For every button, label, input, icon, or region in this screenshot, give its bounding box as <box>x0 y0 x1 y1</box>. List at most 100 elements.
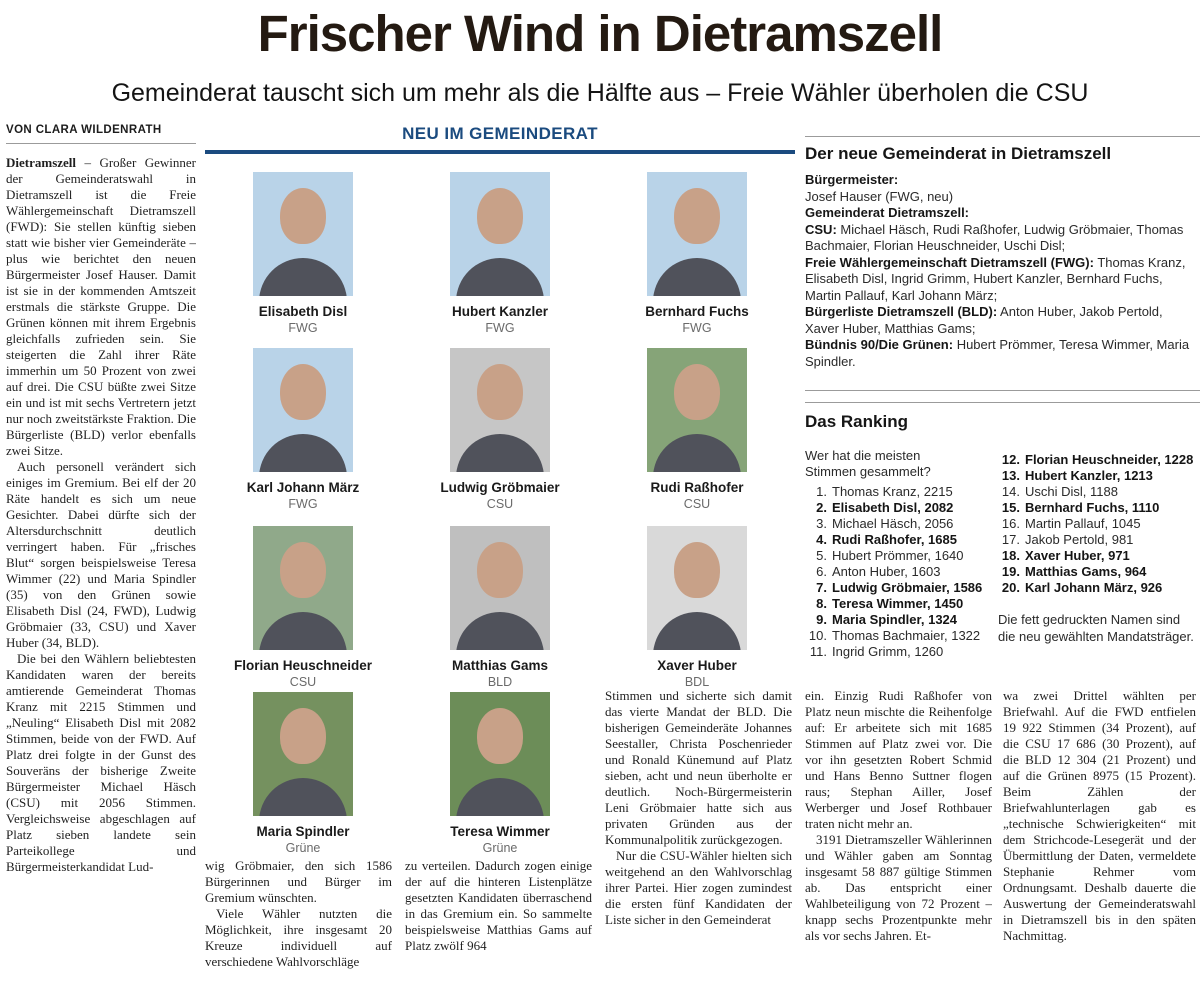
portrait-photo <box>253 526 353 650</box>
person-name: Matthias Gams <box>451 658 549 673</box>
ranking-item: 17. Jakob Pertold, 981 <box>998 532 1200 548</box>
ranking-item: 7. Ludwig Gröbmaier, 1586 <box>805 580 997 596</box>
ranking-item: 18. Xaver Huber, 971 <box>998 548 1200 564</box>
ranking-item: 15. Bernhard Fuchs, 1110 <box>998 500 1200 516</box>
infobox-entry: Bündnis 90/Die Grünen: Hubert Prömmer, T… <box>805 337 1200 370</box>
rank-number: 5. <box>816 548 827 563</box>
portrait-photo <box>253 692 353 816</box>
person-name: Ludwig Gröbmaier <box>440 480 560 495</box>
infobox-entry-text: Anton Huber, Jakob Pertold, Xaver Huber,… <box>805 304 1163 336</box>
ranking-item: 20. Karl Johann März, 926 <box>998 580 1200 596</box>
rank-number: 17. <box>1001 532 1020 547</box>
ranking-item: 8. Teresa Wimmer, 1450 <box>805 596 997 612</box>
article-column-4: Stimmen und sicherte sich damit das vier… <box>605 688 792 988</box>
rank-number: 1. <box>816 484 827 499</box>
rank-label: Xaver Huber, 971 <box>1025 548 1130 563</box>
rank-number: 11. <box>809 644 827 659</box>
person-card: Rudi Raßhofer CSU <box>617 348 777 512</box>
person-party: Grüne <box>482 841 518 855</box>
infobox-entry-label: Bündnis 90/Die Grünen: <box>805 337 954 352</box>
person-card: Teresa Wimmer Grüne <box>420 692 580 856</box>
rank-label: Anton Huber, 1603 <box>832 564 941 579</box>
rank-label: Michael Häsch, 2056 <box>832 516 954 531</box>
rank-label: Uschi Disl, 1188 <box>1025 484 1118 499</box>
ranking-item: 2. Elisabeth Disl, 2082 <box>805 500 997 516</box>
person-name: Elisabeth Disl <box>258 304 348 319</box>
portrait-photo <box>647 348 747 472</box>
article-paragraph: Viele Wähler nutzten die Möglichkeit, ih… <box>205 906 392 969</box>
ranking-item: 19. Matthias Gams, 964 <box>998 564 1200 580</box>
person-card: Florian Heuschneider CSU <box>223 526 383 690</box>
person-name: Rudi Raßhofer <box>650 480 744 495</box>
rank-number: 12. <box>1001 452 1020 467</box>
portrait-photo <box>450 526 550 650</box>
ranking-item: 11. Ingrid Grimm, 1260 <box>805 644 997 660</box>
article-paragraph: ein. Einzig Rudi Raßhofer von Platz neun… <box>805 688 992 831</box>
portrait-photo <box>450 348 550 472</box>
byline-rule <box>6 143 196 144</box>
photo-section-title: NEU IM GEMEINDERAT <box>402 124 598 143</box>
infobox-entry-text: Josef Hauser (FWG, neu) <box>805 188 954 204</box>
ranking-item: 9. Maria Spindler, 1324 <box>805 612 997 628</box>
rank-label: Maria Spindler, 1324 <box>832 612 958 627</box>
byline: VON CLARA WILDENRATH <box>6 124 162 136</box>
ranking-item: 3. Michael Häsch, 2056 <box>805 516 997 532</box>
article-column-2: wig Gröbmaier, den sich 1586 Bürgerinnen… <box>205 858 392 988</box>
rank-label: Karl Johann März, 926 <box>1025 580 1163 595</box>
person-card: Karl Johann März FWG <box>223 348 383 512</box>
ranking-list-left: 1. Thomas Kranz, 2215 2. Elisabeth Disl, 2… <box>805 484 997 660</box>
infobox-title: Der neue Gemeinderat in Dietramszell <box>805 144 1112 163</box>
rank-label: Jakob Pertold, 981 <box>1025 532 1134 547</box>
ranking-item: 14. Uschi Disl, 1188 <box>998 484 1200 500</box>
person-card: Hubert Kanzler FWG <box>420 172 580 336</box>
dateline: Dietramszell <box>6 155 77 170</box>
ranking-item: 16. Martin Pallauf, 1045 <box>998 516 1200 532</box>
rank-label: Teresa Wimmer, 1450 <box>832 596 964 611</box>
rank-number: 9. <box>816 612 827 627</box>
rank-number: 18. <box>1001 548 1020 563</box>
article-column-1: Dietramszell – Großer Gewinner der Gemei… <box>6 155 196 987</box>
ranking-item: 10. Thomas Bachmaier, 1322 <box>805 628 997 644</box>
paragraph-text: – Großer Gewinner der Gemeinderatswahl i… <box>6 155 196 458</box>
article-paragraph: Dietramszell – Großer Gewinner der Gemei… <box>6 155 196 459</box>
article-column-3: zu verteilen. Dadurch zogen einige der a… <box>405 858 592 988</box>
person-card: Ludwig Gröbmaier CSU <box>420 348 580 512</box>
ranking-item: 1. Thomas Kranz, 2215 <box>805 484 997 500</box>
portrait-photo <box>647 526 747 650</box>
person-party: FWG <box>682 321 712 335</box>
rank-label: Florian Heuschneider, 1228 <box>1025 452 1194 467</box>
person-party: FWG <box>485 321 515 335</box>
article-paragraph: Auch personell verändert sich einiges im… <box>6 459 196 650</box>
byline-block: VON CLARA WILDENRATH <box>6 124 196 144</box>
ranking-title: Das Ranking <box>805 412 908 431</box>
infobox-entry-label: Freie Wählergemeinschaft Dietramszell (F… <box>805 254 1094 270</box>
person-name: Karl Johann März <box>246 480 360 495</box>
ranking-item: 12. Florian Heuschneider, 1228 <box>998 452 1200 468</box>
rank-label: Thomas Kranz, 2215 <box>832 484 953 499</box>
infobox-entry: Josef Hauser (FWG, neu) <box>805 189 1200 206</box>
infobox-entry-text: Hubert Prömmer, Teresa Wimmer, Maria Spi… <box>805 337 1190 369</box>
infobox-entry: Bürgermeister: <box>805 172 1200 189</box>
rank-number: 4. <box>816 532 827 547</box>
rank-number: 2. <box>816 500 827 515</box>
rank-label: Hubert Prömmer, 1640 <box>832 548 964 563</box>
rank-label: Martin Pallauf, 1045 <box>1025 516 1141 531</box>
rank-label: Ingrid Grimm, 1260 <box>832 644 944 659</box>
portrait-photo <box>450 692 550 816</box>
portrait-photo <box>450 172 550 296</box>
rank-number: 3. <box>816 516 827 531</box>
article-paragraph: Nur die CSU-Wähler hielten sich weitgehe… <box>605 848 792 927</box>
photo-section-rule <box>205 150 795 154</box>
person-name: Florian Heuschneider <box>233 658 373 673</box>
rank-number: 14. <box>1001 484 1020 499</box>
rank-number: 13. <box>1001 468 1020 483</box>
article-paragraph: 3191 Dietramszeller Wählerinnen und Wähl… <box>805 832 992 943</box>
headline: Frischer Wind in Dietramszell <box>257 5 944 62</box>
infobox-entry: Freie Wählergemeinschaft Dietramszell (F… <box>805 255 1200 305</box>
rank-number: 6. <box>816 564 827 579</box>
ranking-intro: Wer hat die meisten Stimmen gesammelt? <box>805 448 931 479</box>
person-party: FWG <box>288 321 318 335</box>
rank-number: 7. <box>816 580 827 595</box>
ranking-item: 5. Hubert Prömmer, 1640 <box>805 548 997 564</box>
